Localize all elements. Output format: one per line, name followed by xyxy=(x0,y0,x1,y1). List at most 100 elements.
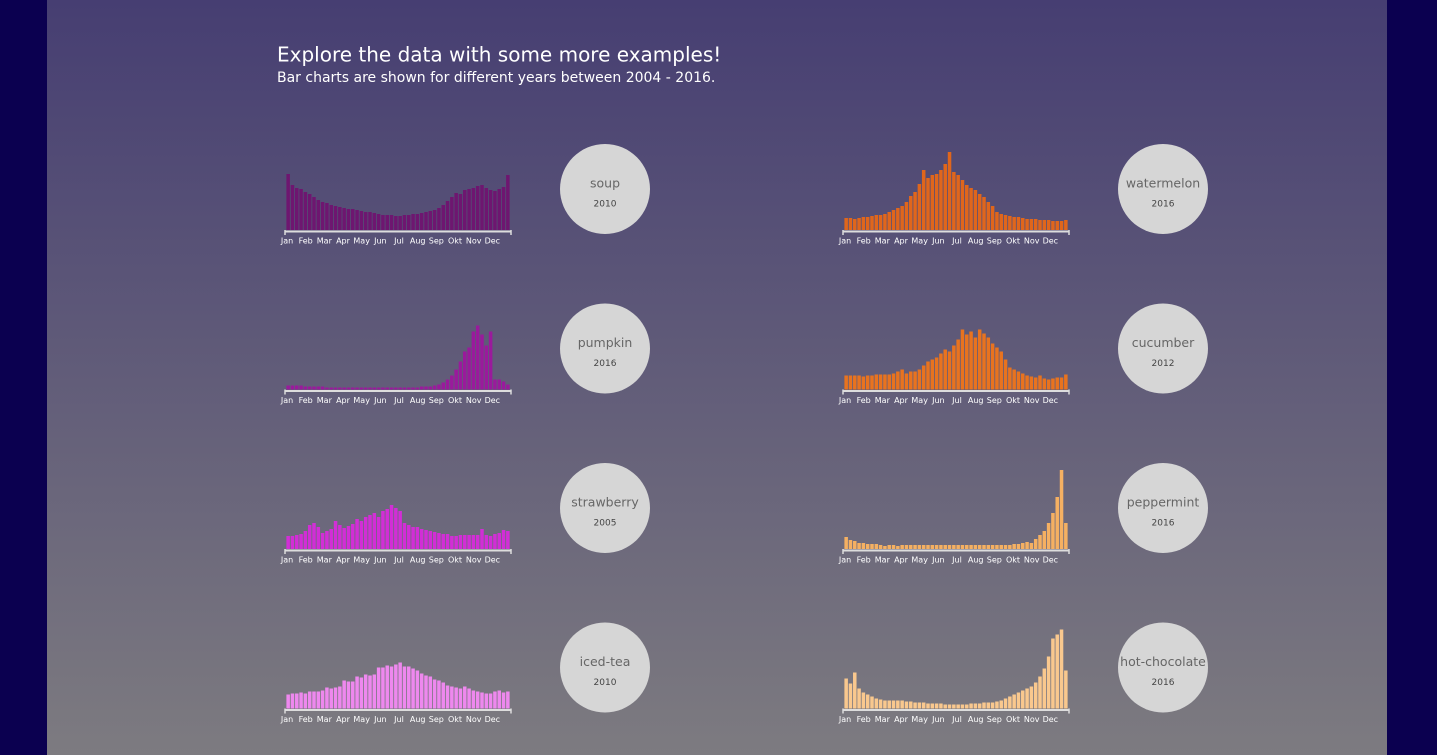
bar xyxy=(372,674,377,709)
bar xyxy=(299,189,303,230)
bar xyxy=(394,216,398,230)
bar xyxy=(1033,682,1038,709)
x-tick-label: Nov xyxy=(466,237,482,246)
chart-button[interactable] xyxy=(560,463,650,553)
bar xyxy=(299,534,303,549)
bar xyxy=(488,536,493,549)
bar xyxy=(402,387,407,390)
bar xyxy=(484,693,489,709)
bar xyxy=(921,170,926,230)
chart-button[interactable] xyxy=(560,622,650,713)
bar xyxy=(1038,220,1042,230)
bar xyxy=(939,170,943,230)
bar xyxy=(1051,513,1055,549)
bar xyxy=(1042,378,1047,390)
bar xyxy=(398,387,402,390)
bar xyxy=(1064,374,1068,390)
bar xyxy=(965,334,969,390)
x-tick-label: Sep xyxy=(429,715,444,724)
bar xyxy=(965,545,969,549)
x-tick-label: Dec xyxy=(1043,237,1058,246)
x-tick-label: Aug xyxy=(410,237,426,246)
bar xyxy=(986,337,991,390)
bar xyxy=(437,208,441,230)
bar xyxy=(338,525,342,549)
bar xyxy=(896,371,900,390)
chart-button[interactable] xyxy=(560,144,650,234)
x-tick-label: Jan xyxy=(280,715,293,724)
bar xyxy=(359,211,364,230)
bar xyxy=(1064,220,1068,230)
x-tick-label: Nov xyxy=(466,396,482,405)
bar xyxy=(432,679,437,709)
bar xyxy=(857,375,861,390)
bar xyxy=(376,387,381,390)
x-tick-label: Jul xyxy=(951,237,962,246)
chart-button[interactable] xyxy=(1118,303,1208,394)
bar xyxy=(488,693,493,709)
bar xyxy=(1046,220,1051,230)
bar xyxy=(307,691,312,709)
chart-button[interactable] xyxy=(1118,463,1208,553)
x-tick-label: Okt xyxy=(1006,396,1020,405)
bar xyxy=(943,704,947,709)
x-tick-label: Jun xyxy=(931,237,945,246)
bar xyxy=(424,212,428,230)
x-tick-label: Dec xyxy=(485,556,500,565)
bar xyxy=(325,531,329,549)
x-tick-label: Mar xyxy=(875,396,891,405)
bar xyxy=(316,386,321,390)
bar xyxy=(381,667,385,709)
bar xyxy=(493,191,497,230)
bar xyxy=(878,374,883,390)
x-tick-label: Okt xyxy=(448,237,462,246)
bar xyxy=(501,187,506,230)
chart-button[interactable] xyxy=(1118,622,1208,713)
bar xyxy=(432,210,437,230)
bar xyxy=(883,700,887,709)
bar xyxy=(407,215,411,230)
bar xyxy=(475,186,480,230)
bar xyxy=(463,351,467,390)
bar xyxy=(878,215,883,230)
bar xyxy=(338,686,342,709)
x-tick-label: May xyxy=(353,715,370,724)
bar xyxy=(848,375,853,390)
bar xyxy=(960,329,965,390)
bar xyxy=(1021,218,1025,230)
chart-button[interactable] xyxy=(560,303,650,394)
bar xyxy=(424,530,428,549)
bar xyxy=(921,365,926,390)
x-tick-label: Sep xyxy=(429,237,444,246)
bar xyxy=(506,531,510,549)
x-tick-label: Okt xyxy=(448,556,462,565)
bar xyxy=(441,205,445,230)
chart-button[interactable] xyxy=(1118,144,1208,234)
bar xyxy=(1012,694,1016,709)
bar xyxy=(415,387,420,390)
bar xyxy=(346,526,351,549)
chart-name: strawberry xyxy=(571,495,639,510)
chart-name: iced-tea xyxy=(580,654,631,669)
bar xyxy=(969,545,973,549)
bar xyxy=(368,675,372,709)
x-tick-label: Jul xyxy=(393,715,404,724)
bar xyxy=(445,201,450,230)
bar xyxy=(982,333,986,390)
bar xyxy=(325,203,329,230)
bar xyxy=(1042,531,1047,549)
bar xyxy=(363,674,368,709)
bar xyxy=(999,700,1003,709)
x-tick-label: Aug xyxy=(410,556,426,565)
x-tick-label: Aug xyxy=(410,396,426,405)
bar xyxy=(381,511,385,549)
chart-name: soup xyxy=(590,176,620,191)
bar xyxy=(471,535,476,549)
bar xyxy=(484,345,489,390)
bar xyxy=(973,703,978,709)
bar xyxy=(290,185,295,230)
bar xyxy=(372,387,377,390)
bar xyxy=(454,193,458,230)
bar xyxy=(493,534,497,549)
bar xyxy=(342,208,346,230)
